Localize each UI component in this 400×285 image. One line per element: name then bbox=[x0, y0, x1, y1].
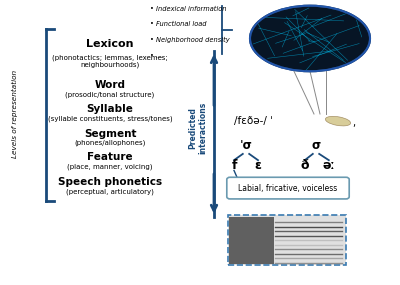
Text: /fɛðə-/ ˈ: /fɛðə-/ ˈ bbox=[234, 116, 273, 126]
Text: • ...: • ... bbox=[150, 52, 162, 59]
Text: (phones/allophones): (phones/allophones) bbox=[74, 140, 146, 146]
Ellipse shape bbox=[250, 6, 370, 71]
Text: Levels of representation: Levels of representation bbox=[12, 70, 18, 158]
Text: f: f bbox=[231, 159, 237, 172]
Text: əː: əː bbox=[322, 159, 335, 172]
Text: Feature: Feature bbox=[87, 152, 133, 162]
Ellipse shape bbox=[325, 116, 351, 126]
Text: (prosodic/tonal structure): (prosodic/tonal structure) bbox=[65, 91, 155, 98]
FancyBboxPatch shape bbox=[227, 177, 349, 199]
Text: (phonotactics; lemmas, lexemes;
neighbourhoods): (phonotactics; lemmas, lexemes; neighbou… bbox=[52, 54, 168, 68]
Text: Speech phonetics: Speech phonetics bbox=[58, 177, 162, 188]
Text: (syllable constituents, stress/tones): (syllable constituents, stress/tones) bbox=[48, 115, 172, 121]
Text: • Neighborhood density: • Neighborhood density bbox=[150, 37, 230, 43]
Text: σ: σ bbox=[312, 139, 320, 152]
Text: Word: Word bbox=[94, 80, 126, 91]
Text: ɛ: ɛ bbox=[254, 159, 262, 172]
Text: Labial, fricative, voiceless: Labial, fricative, voiceless bbox=[238, 184, 338, 193]
Text: • Indexical information: • Indexical information bbox=[150, 5, 226, 12]
Text: (place, manner, voicing): (place, manner, voicing) bbox=[67, 164, 153, 170]
Text: ð: ð bbox=[300, 159, 309, 172]
Text: Segment: Segment bbox=[84, 129, 136, 139]
Text: Predicted
interactions: Predicted interactions bbox=[188, 102, 208, 154]
FancyBboxPatch shape bbox=[228, 215, 346, 265]
FancyBboxPatch shape bbox=[229, 217, 274, 264]
Text: Syllable: Syllable bbox=[86, 104, 134, 114]
Text: ,: , bbox=[352, 117, 355, 128]
Text: ˈσ: ˈσ bbox=[240, 139, 252, 152]
Text: Lexicon: Lexicon bbox=[86, 39, 134, 49]
Text: • Functional load: • Functional load bbox=[150, 21, 206, 27]
Text: (perceptual, articulatory): (perceptual, articulatory) bbox=[66, 189, 154, 195]
